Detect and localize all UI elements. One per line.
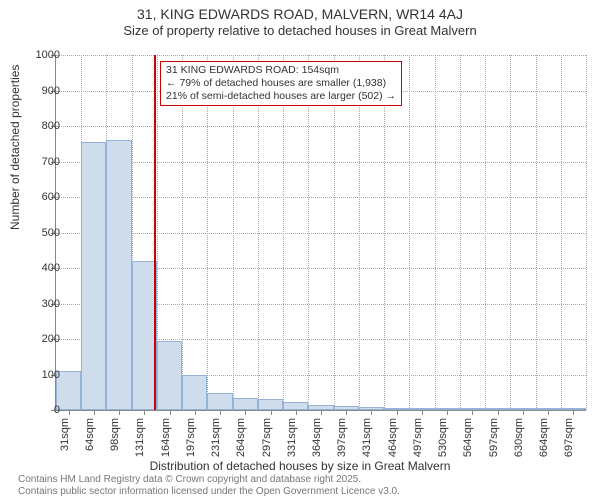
gridline-h: [56, 162, 586, 163]
y-tick-label: 1000: [20, 49, 60, 61]
x-tick: [573, 410, 574, 415]
gridline-v: [510, 55, 511, 410]
chart-title: 31, KING EDWARDS ROAD, MALVERN, WR14 4AJ: [0, 0, 600, 23]
x-tick: [447, 410, 448, 415]
y-tick-label: 600: [20, 191, 60, 203]
y-tick-label: 100: [20, 369, 60, 381]
gridline-v: [233, 55, 234, 410]
footer-line-2: Contains public sector information licen…: [18, 486, 400, 498]
bar: [258, 399, 283, 410]
x-tick: [195, 410, 196, 415]
footer-line-1: Contains HM Land Registry data © Crown c…: [18, 474, 400, 486]
chart-area: 31 KING EDWARDS ROAD: 154sqm← 79% of det…: [55, 55, 585, 410]
x-tick: [371, 410, 372, 415]
x-tick: [321, 410, 322, 415]
x-tick: [472, 410, 473, 415]
gridline-v: [308, 55, 309, 410]
x-tick: [548, 410, 549, 415]
gridline-v: [334, 55, 335, 410]
bar: [283, 402, 308, 410]
gridline-v: [435, 55, 436, 410]
gridline-h: [56, 55, 586, 56]
x-tick: [220, 410, 221, 415]
y-tick-label: 500: [20, 227, 60, 239]
bar: [233, 398, 258, 410]
gridline-h: [56, 197, 586, 198]
y-tick-label: 800: [20, 120, 60, 132]
gridline-v: [359, 55, 360, 410]
gridline-v: [409, 55, 410, 410]
gridline-v: [561, 55, 562, 410]
gridline-v: [207, 55, 208, 410]
y-tick-label: 400: [20, 262, 60, 274]
gridline-v: [258, 55, 259, 410]
gridline-v: [460, 55, 461, 410]
gridline-v: [485, 55, 486, 410]
gridline-v: [384, 55, 385, 410]
annotation-box: 31 KING EDWARDS ROAD: 154sqm← 79% of det…: [160, 61, 402, 106]
y-tick-label: 300: [20, 298, 60, 310]
gridline-h: [56, 233, 586, 234]
y-tick-label: 700: [20, 156, 60, 168]
bar: [81, 142, 106, 410]
x-axis-label: Distribution of detached houses by size …: [0, 459, 600, 473]
reference-line: [154, 55, 156, 410]
bar: [182, 375, 207, 411]
x-tick: [69, 410, 70, 415]
gridline-v: [283, 55, 284, 410]
annotation-line-1: 31 KING EDWARDS ROAD: 154sqm: [166, 64, 396, 77]
gridline-v: [536, 55, 537, 410]
bar: [157, 341, 182, 410]
gridline-v: [586, 55, 587, 410]
x-tick: [346, 410, 347, 415]
x-tick: [94, 410, 95, 415]
x-tick: [296, 410, 297, 415]
x-tick: [170, 410, 171, 415]
x-tick: [498, 410, 499, 415]
x-tick: [271, 410, 272, 415]
chart-container: 31, KING EDWARDS ROAD, MALVERN, WR14 4AJ…: [0, 0, 600, 500]
x-tick: [397, 410, 398, 415]
x-tick: [422, 410, 423, 415]
x-tick: [144, 410, 145, 415]
y-tick-label: 0: [20, 404, 60, 416]
chart-subtitle: Size of property relative to detached ho…: [0, 23, 600, 38]
gridline-h: [56, 126, 586, 127]
annotation-line-3: 21% of semi-detached houses are larger (…: [166, 90, 396, 103]
annotation-line-2: ← 79% of detached houses are smaller (1,…: [166, 77, 396, 90]
x-tick: [119, 410, 120, 415]
y-tick-label: 900: [20, 85, 60, 97]
gridline-v: [182, 55, 183, 410]
bar: [207, 393, 232, 410]
x-tick: [245, 410, 246, 415]
x-tick: [523, 410, 524, 415]
plot-region: 31 KING EDWARDS ROAD: 154sqm← 79% of det…: [55, 55, 586, 411]
y-tick-label: 200: [20, 333, 60, 345]
bar: [106, 140, 131, 410]
footer-attribution: Contains HM Land Registry data © Crown c…: [18, 474, 400, 498]
